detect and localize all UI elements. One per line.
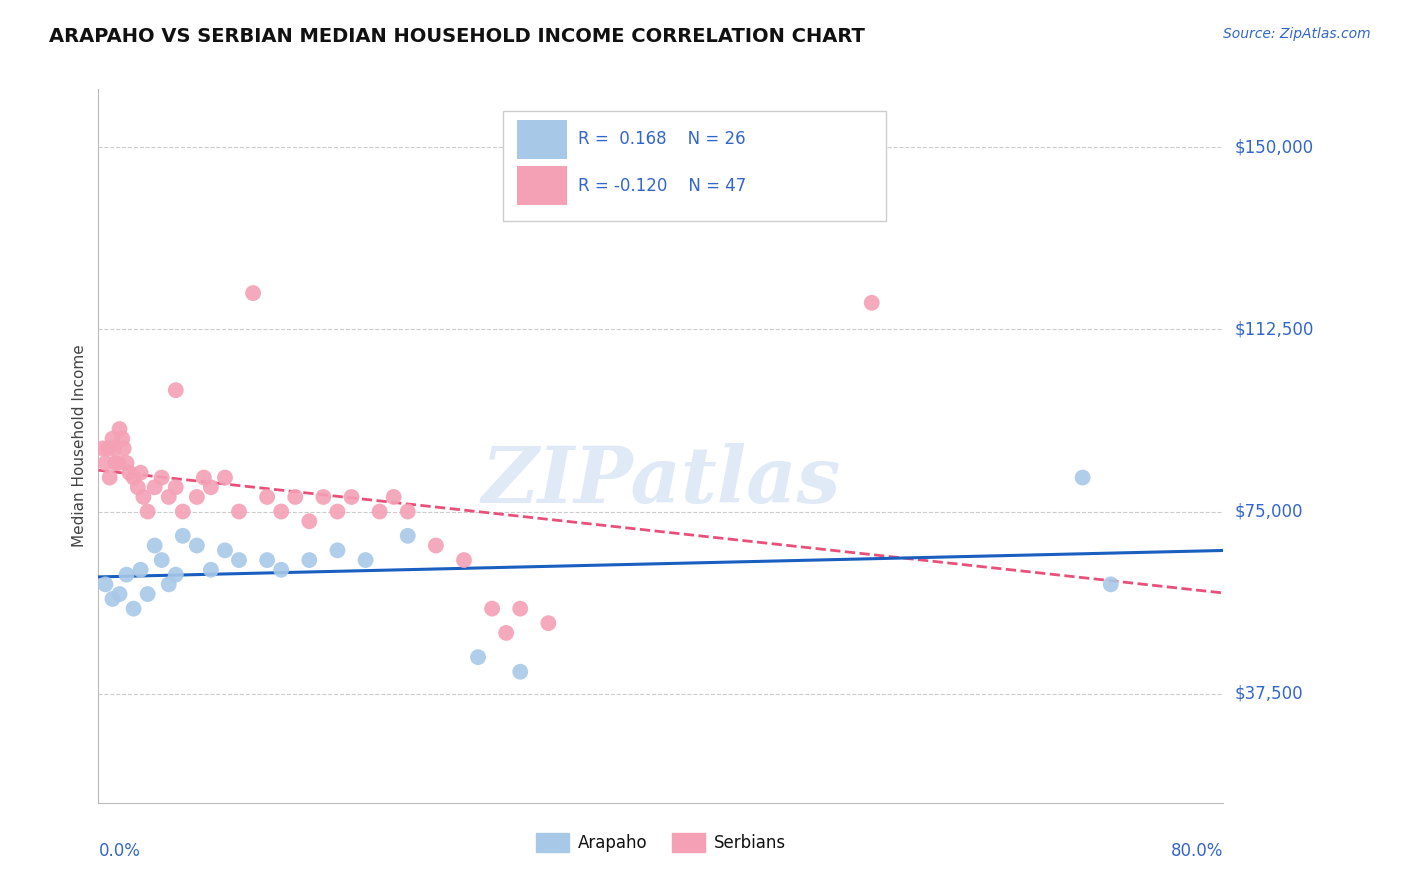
Point xyxy=(107,456,129,470)
Point xyxy=(157,577,180,591)
Point xyxy=(193,470,215,484)
Point xyxy=(200,480,222,494)
Point xyxy=(104,456,127,470)
Text: ARAPAHO VS SERBIAN MEDIAN HOUSEHOLD INCOME CORRELATION CHART: ARAPAHO VS SERBIAN MEDIAN HOUSEHOLD INCO… xyxy=(49,27,865,45)
Point xyxy=(115,456,138,470)
Point xyxy=(312,490,335,504)
Point xyxy=(129,466,152,480)
Point xyxy=(127,480,149,494)
Legend: Arapaho, Serbians: Arapaho, Serbians xyxy=(529,826,793,859)
Point xyxy=(340,490,363,504)
Point xyxy=(368,504,391,518)
Point xyxy=(214,470,236,484)
Text: $150,000: $150,000 xyxy=(1234,138,1313,156)
Point xyxy=(284,490,307,504)
Point xyxy=(354,553,377,567)
Y-axis label: Median Household Income: Median Household Income xyxy=(72,344,87,548)
Text: ZIPatlas: ZIPatlas xyxy=(481,443,841,520)
Text: 80.0%: 80.0% xyxy=(1171,842,1223,860)
Point xyxy=(122,601,145,615)
Point xyxy=(172,529,194,543)
Text: Source: ZipAtlas.com: Source: ZipAtlas.com xyxy=(1223,27,1371,41)
Point xyxy=(108,587,131,601)
Point xyxy=(108,422,131,436)
Point xyxy=(453,553,475,567)
Point xyxy=(115,567,138,582)
Point xyxy=(97,442,120,456)
FancyBboxPatch shape xyxy=(503,111,886,221)
Point xyxy=(112,442,135,456)
Point xyxy=(298,553,321,567)
Point xyxy=(396,529,419,543)
Point xyxy=(467,650,489,665)
Point xyxy=(172,504,194,518)
Point xyxy=(143,480,166,494)
Point xyxy=(101,591,124,606)
Point xyxy=(101,432,124,446)
FancyBboxPatch shape xyxy=(517,166,568,205)
Point xyxy=(91,442,114,456)
Point xyxy=(94,456,117,470)
Point xyxy=(103,442,125,456)
Point xyxy=(509,665,531,679)
Point xyxy=(256,490,278,504)
Text: R =  0.168    N = 26: R = 0.168 N = 26 xyxy=(578,130,745,148)
Point xyxy=(298,514,321,528)
Point xyxy=(136,587,159,601)
Point xyxy=(150,470,173,484)
Point xyxy=(860,295,883,310)
Point xyxy=(118,466,141,480)
Point xyxy=(1099,577,1122,591)
FancyBboxPatch shape xyxy=(517,120,568,159)
Point xyxy=(537,616,560,631)
Text: R = -0.120    N = 47: R = -0.120 N = 47 xyxy=(578,177,745,194)
Point xyxy=(200,563,222,577)
Point xyxy=(382,490,405,504)
Point xyxy=(186,539,208,553)
Point xyxy=(270,563,292,577)
Point xyxy=(396,504,419,518)
Point xyxy=(228,553,250,567)
Point xyxy=(326,543,349,558)
Point xyxy=(165,567,187,582)
Point xyxy=(228,504,250,518)
Point xyxy=(122,470,145,484)
Point xyxy=(242,286,264,301)
Text: $112,500: $112,500 xyxy=(1234,320,1313,338)
Point xyxy=(165,383,187,397)
Point xyxy=(94,577,117,591)
Point xyxy=(186,490,208,504)
Point xyxy=(270,504,292,518)
Text: $37,500: $37,500 xyxy=(1234,684,1303,703)
Point xyxy=(143,539,166,553)
Point xyxy=(481,601,503,615)
Point xyxy=(165,480,187,494)
Point xyxy=(509,601,531,615)
Point xyxy=(425,539,447,553)
Point xyxy=(326,504,349,518)
Text: 0.0%: 0.0% xyxy=(98,842,141,860)
Point xyxy=(214,543,236,558)
Point xyxy=(1071,470,1094,484)
Point xyxy=(129,563,152,577)
Point xyxy=(132,490,155,504)
Point xyxy=(157,490,180,504)
Point xyxy=(136,504,159,518)
Point xyxy=(98,470,121,484)
Text: $75,000: $75,000 xyxy=(1234,502,1303,521)
Point xyxy=(111,432,134,446)
Point xyxy=(256,553,278,567)
Point xyxy=(495,626,517,640)
Point xyxy=(150,553,173,567)
